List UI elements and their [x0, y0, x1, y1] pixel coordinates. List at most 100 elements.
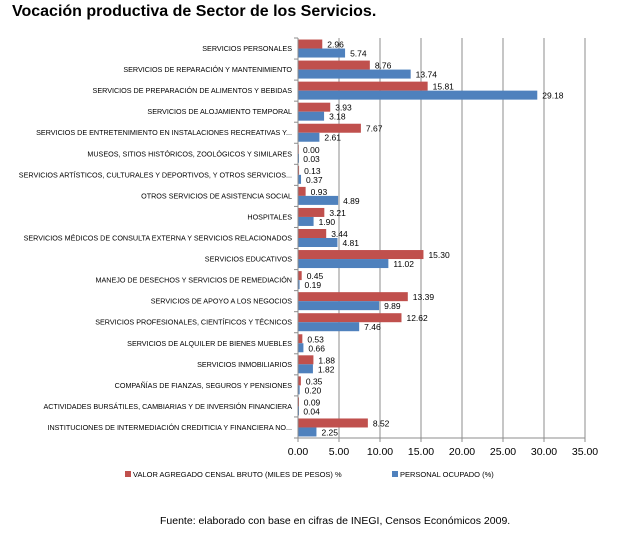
- bar-personal-ocupado: [298, 280, 300, 290]
- bar-personal-ocupado: [298, 301, 380, 311]
- value-labels: 2.96 5.74 8.76 13.74 15.81 29.18 3.933.18 7.67 2…: [303, 40, 564, 438]
- data-label: 4.89: [343, 196, 360, 206]
- category-label: SERVICIOS MÉDICOS DE CONSULTA EXTERNA Y …: [24, 234, 293, 243]
- category-label: SERVICIOS DE APOYO A LOS NEGOCIOS: [151, 297, 292, 306]
- category-label: ACTIVIDADES BURSÁTILES, CAMBIARIAS Y DE …: [43, 402, 292, 411]
- bar-personal-ocupado: [298, 238, 338, 247]
- bar-valor-agregado: [298, 207, 325, 217]
- category-label: INSTITUCIONES DE INTERMEDIACIÓN CREDITIC…: [47, 423, 292, 432]
- data-label: 0.37: [306, 175, 323, 185]
- data-label: 1.82: [318, 364, 335, 374]
- bar-personal-ocupado: [298, 343, 304, 353]
- bar-valor-agregado: [298, 271, 302, 281]
- data-label: 29.18: [542, 91, 564, 101]
- bar-personal-ocupado: [298, 132, 320, 142]
- x-tick-label: 5.00: [329, 446, 350, 458]
- category-label: HOSPITALES: [247, 212, 292, 221]
- bar-personal-ocupado: [298, 111, 325, 121]
- data-label: 8.52: [373, 418, 390, 428]
- data-label: 0.19: [305, 280, 322, 290]
- bar-valor-agregado: [298, 313, 402, 323]
- bar-valor-agregado: [298, 60, 370, 70]
- data-label: 1.88: [318, 355, 335, 365]
- data-label: 0.13: [304, 166, 321, 176]
- data-label: 3.18: [329, 112, 346, 122]
- bar-valor-agregado: [298, 81, 428, 91]
- category-label: MANEJO DE DESECHOS Y SERVICIOS DE REMEDI…: [95, 276, 292, 285]
- data-label: 0.03: [303, 154, 320, 164]
- category-label: SERVICIOS DE PREPARACIÓN DE ALIMENTOS Y …: [93, 86, 293, 95]
- bar-valor-agregado: [298, 250, 424, 260]
- bar-valor-agregado: [298, 334, 303, 344]
- data-label: 1.90: [319, 217, 336, 227]
- bar-personal-ocupado: [298, 216, 314, 226]
- data-label: 0.09: [304, 397, 321, 407]
- data-label: 3.21: [329, 208, 346, 218]
- category-label: SERVICIOS EDUCATIVOS: [205, 255, 292, 264]
- bar-personal-ocupado: [298, 427, 317, 437]
- bar-personal-ocupado: [298, 90, 538, 100]
- data-label: 0.66: [308, 343, 325, 353]
- data-label: 13.74: [416, 70, 438, 80]
- data-label: 0.45: [307, 271, 324, 281]
- bar-personal-ocupado: [298, 259, 389, 269]
- x-tick-label: 30.00: [531, 446, 557, 458]
- bar-personal-ocupado: [298, 48, 346, 58]
- source-note: Fuente: elaborado con base en cifras de …: [160, 515, 511, 527]
- bar-valor-agregado: [298, 376, 301, 386]
- x-tick-label: 20.00: [449, 446, 475, 458]
- bar-valor-agregado: [298, 39, 323, 49]
- category-label: OTROS SERVICIOS DE ASISTENCIA SOCIAL: [141, 191, 292, 200]
- legend-swatch: [392, 471, 398, 477]
- x-tick-label: 25.00: [490, 446, 516, 458]
- bar-personal-ocupado: [298, 322, 360, 332]
- bar-personal-ocupado: [298, 364, 313, 374]
- category-label: SERVICIOS DE REPARACIÓN Y MANTENIMIENTO: [123, 65, 292, 74]
- category-label: SERVICIOS DE ENTRETENIMIENTO EN INSTALAC…: [36, 128, 292, 137]
- legend-label: PERSONAL OCUPADO (%): [400, 470, 494, 479]
- bar-valor-agregado: [298, 186, 306, 196]
- data-label: 7.46: [364, 322, 381, 332]
- data-label: 13.39: [413, 292, 435, 302]
- data-label: 7.67: [366, 124, 383, 134]
- gridlines: [338, 38, 586, 438]
- bar-valor-agregado: [298, 165, 300, 175]
- bar-valor-agregado: [298, 418, 368, 428]
- legend: VALOR AGREGADO CENSAL BRUTO (MILES DE PE…: [125, 470, 494, 479]
- x-tick-label: 15.00: [408, 446, 434, 458]
- bar-personal-ocupado: [298, 69, 411, 79]
- legend-swatch: [125, 471, 131, 477]
- category-label: SERVICIOS ARTÍSTICOS, CULTURALES Y DEPOR…: [19, 170, 292, 179]
- category-label: MUSEOS, SITIOS HISTÓRICOS, ZOOLÓGICOS Y …: [87, 149, 292, 158]
- data-label: 0.53: [307, 334, 324, 344]
- bar-personal-ocupado: [298, 174, 302, 184]
- bar-valor-agregado: [298, 102, 331, 112]
- data-label: 0.00: [303, 145, 320, 155]
- data-label: 0.20: [305, 385, 322, 395]
- category-labels: SERVICIOS PERSONALES SERVICIOS DE REPARAC…: [19, 44, 293, 432]
- bar-valor-agregado: [298, 229, 327, 238]
- x-tick-label: 35.00: [572, 446, 598, 458]
- data-label: 0.93: [311, 187, 328, 197]
- category-label: SERVICIOS PROFESIONALES, CIENTÍFICOS Y T…: [95, 318, 292, 327]
- category-label: SERVICIOS DE ALOJAMIENTO TEMPORAL: [147, 107, 292, 116]
- axes: [294, 37, 586, 442]
- data-label: 9.89: [384, 301, 401, 311]
- x-tick-label: 0.00: [288, 446, 309, 458]
- data-label: 0.04: [303, 406, 320, 416]
- data-label: 5.74: [350, 49, 367, 59]
- category-label: SERVICIOS DE ALQUILER DE BIENES MUEBLES: [127, 339, 292, 348]
- legend-label: VALOR AGREGADO CENSAL BRUTO (MILES DE PE…: [133, 470, 342, 479]
- data-label: 3.93: [335, 103, 352, 113]
- data-label: 0.35: [306, 376, 323, 386]
- chart-title: Vocación productiva de Sector de los Ser…: [12, 3, 377, 20]
- bar-valor-agregado: [298, 355, 314, 365]
- data-label: 4.81: [342, 238, 359, 248]
- category-label: COMPAÑÍAS DE FIANZAS, SEGUROS Y PENSIONE…: [115, 381, 293, 390]
- data-label: 15.30: [428, 250, 450, 260]
- data-label: 15.81: [433, 82, 455, 92]
- category-label: SERVICIOS INMOBILIARIOS: [197, 360, 292, 369]
- data-label: 2.25: [321, 427, 338, 437]
- bar-personal-ocupado: [298, 195, 339, 205]
- bar-valor-agregado: [298, 123, 361, 133]
